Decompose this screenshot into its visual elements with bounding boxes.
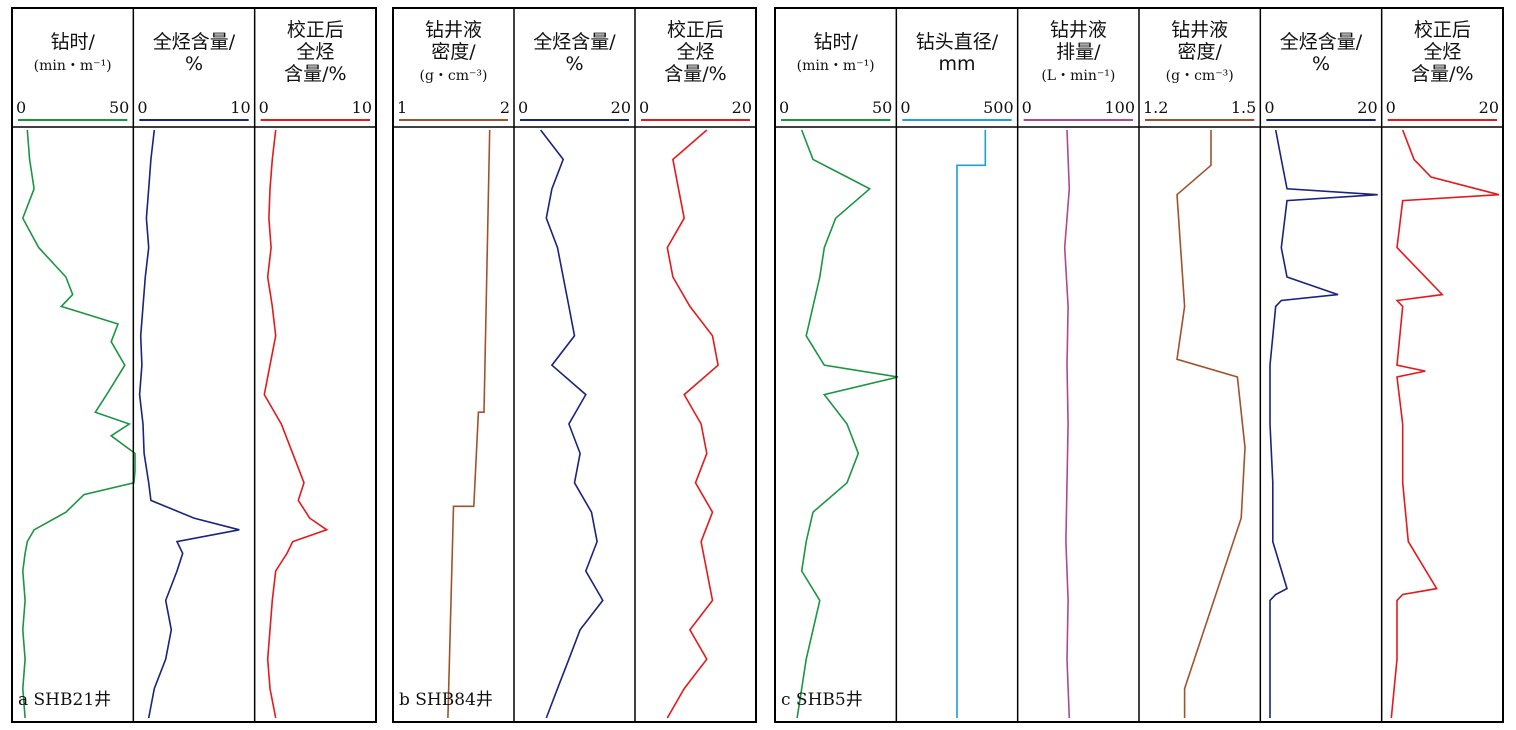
track-title-line: 含量/% [664, 63, 726, 85]
scale-max-label: 50 [109, 98, 129, 117]
scale-min-label: 0 [1264, 98, 1274, 117]
series-line-b-1 [539, 129, 604, 719]
scale-max-label: 1.5 [1231, 98, 1256, 117]
track-title-line: 钻时/ [50, 31, 95, 53]
series-line-b-2 [666, 129, 719, 719]
track-title-line: 含量/% [284, 63, 346, 85]
track-title-line: 钻时/ [813, 31, 858, 53]
scale-min-label: 0 [900, 98, 910, 117]
track-title-line: 密度/ [431, 41, 476, 63]
track-title-line: mm [938, 53, 975, 75]
track-title-line: 全烃 [296, 41, 334, 63]
well-label: a SHB21井 [18, 690, 111, 710]
track-title-line: 全烃 [1423, 41, 1461, 63]
scale-min-label: 0 [1022, 98, 1032, 117]
series-line-b-0 [447, 129, 491, 719]
scale-min-label: 0 [137, 98, 147, 117]
track-title-line: 钻井液 [425, 19, 482, 41]
scale-min-label: 0 [779, 98, 789, 117]
series-line-a-0 [21, 129, 136, 719]
track-title-line: 校正后 [1414, 19, 1471, 41]
track-title-line: 含量/% [1411, 63, 1473, 85]
panel-frame-b [392, 7, 757, 723]
series-line-c-2 [1063, 129, 1071, 719]
track-title-line: % [185, 53, 203, 75]
well-label: c SHB5井 [781, 690, 863, 710]
scale-max-label: 100 [1104, 98, 1135, 117]
track-title-line: 钻井液 [1171, 19, 1228, 41]
track-title-line: % [1312, 53, 1330, 75]
track-title-line: 钻井液 [1050, 19, 1107, 41]
series-line-a-2 [263, 129, 329, 719]
scale-min-label: 0 [259, 98, 269, 117]
track-title-line: 全烃 [676, 41, 714, 63]
scale-min-label: 1 [397, 98, 407, 117]
series-line-c-0 [796, 129, 899, 719]
track-title-line: (g・cm⁻³) [1166, 68, 1234, 84]
track-title-line: (min・m⁻¹) [34, 58, 112, 74]
well-label: b SHB84井 [399, 690, 493, 710]
scale-min-label: 0 [1386, 98, 1396, 117]
scale-max-label: 500 [983, 98, 1014, 117]
track-title-line: 全烃含量/ [1280, 31, 1363, 53]
scale-min-label: 0 [639, 98, 649, 117]
scale-max-label: 20 [1479, 98, 1499, 117]
series-line-c-1 [956, 130, 987, 718]
series-line-c-3 [1176, 130, 1246, 718]
series-line-c-4 [1269, 129, 1378, 718]
scale-min-label: 1.2 [1143, 98, 1168, 117]
series-line-a-1 [138, 129, 240, 719]
track-title-line: 校正后 [667, 19, 724, 41]
series-line-c-5 [1390, 129, 1500, 719]
scale-max-label: 20 [611, 98, 631, 117]
track-title-line: 全烃含量/ [533, 31, 616, 53]
track-title-line: (g・cm⁻³) [419, 68, 487, 84]
scale-min-label: 0 [16, 98, 26, 117]
track-title-line: % [565, 53, 583, 75]
track-title-line: 密度/ [1177, 41, 1222, 63]
track-title-line: 校正后 [287, 19, 344, 41]
track-title-line: (L・min⁻¹) [1041, 68, 1115, 84]
track-title-line: (min・m⁻¹) [797, 58, 875, 74]
scale-max-label: 20 [732, 98, 752, 117]
scale-min-label: 0 [518, 98, 528, 117]
scale-max-label: 10 [230, 98, 250, 117]
scale-max-label: 10 [352, 98, 372, 117]
track-title-line: 全烃含量/ [153, 31, 236, 53]
track-title-line: 钻头直径/ [916, 31, 999, 53]
scale-max-label: 20 [1357, 98, 1377, 117]
track-title-line: 排量/ [1056, 41, 1101, 63]
scale-max-label: 50 [872, 98, 892, 117]
scale-max-label: 2 [500, 98, 510, 117]
panel-frame-a [11, 7, 377, 723]
